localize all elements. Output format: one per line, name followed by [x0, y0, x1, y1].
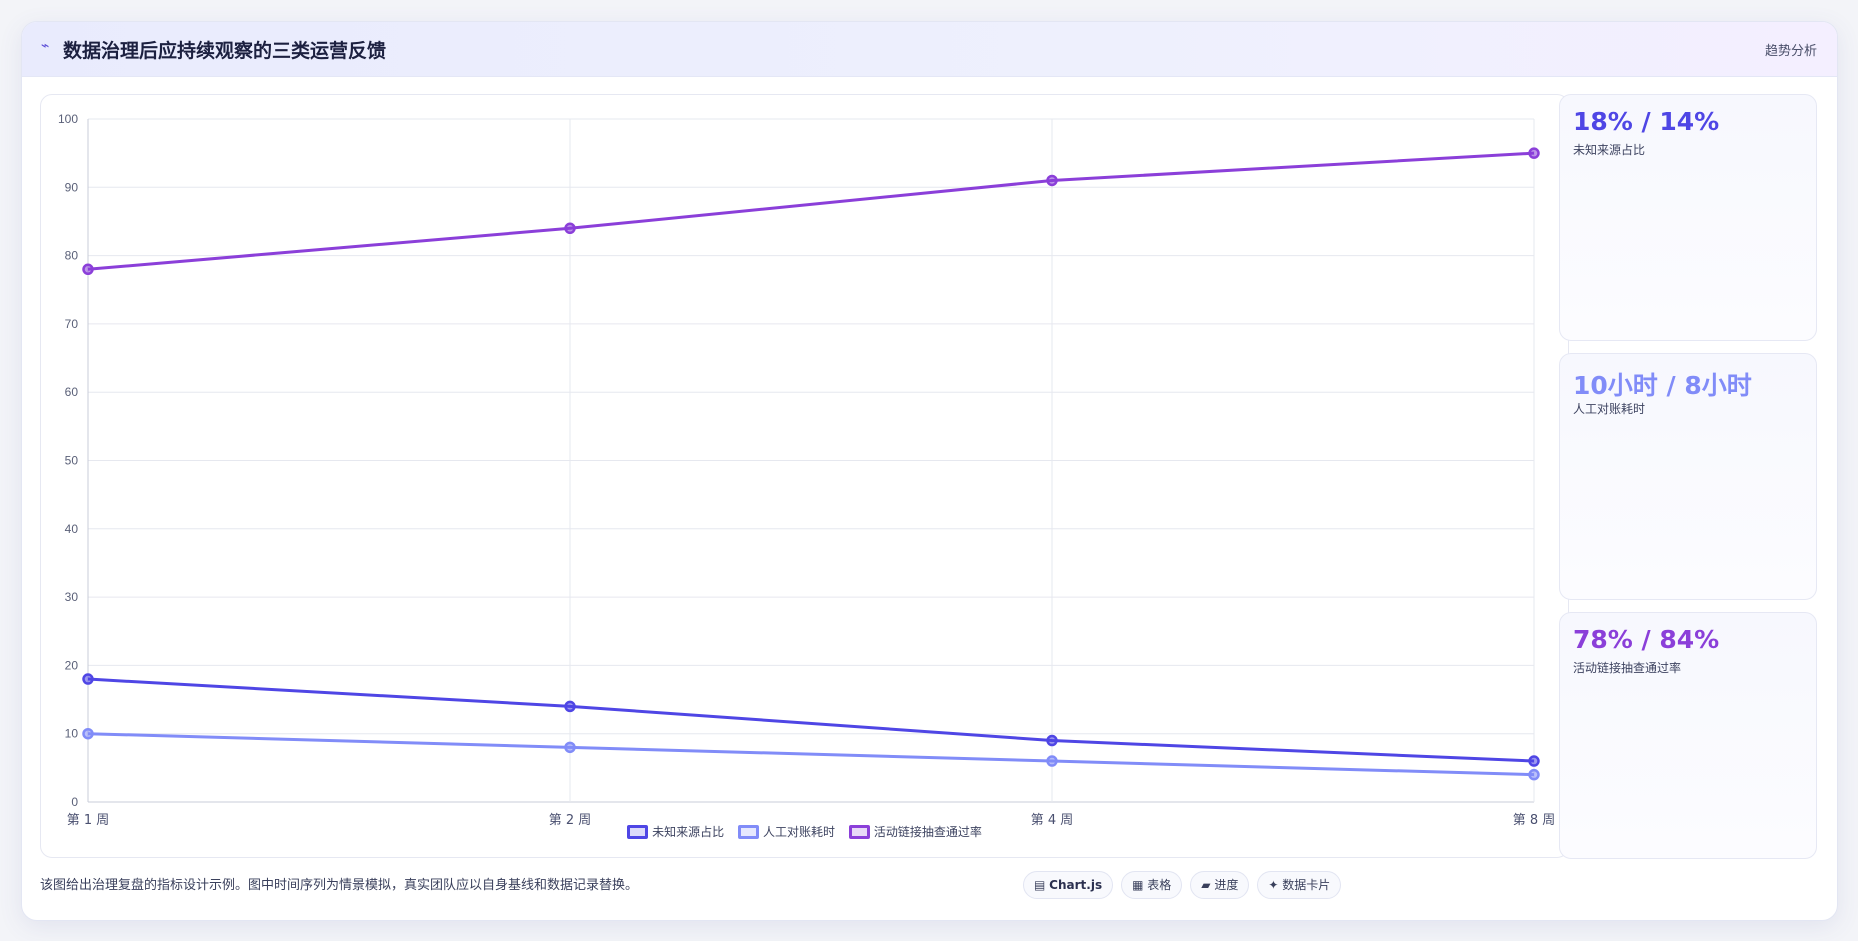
- series-line-1: [87, 677, 1535, 763]
- table-icon: ▦: [1132, 878, 1144, 892]
- x-tick-label: 第 4 周: [1031, 813, 1074, 828]
- y-tick-label: 90: [65, 180, 79, 194]
- stat-label: 人工对账耗时: [1573, 402, 1646, 416]
- y-tick-label: 50: [65, 454, 79, 468]
- data-point: [564, 741, 576, 754]
- x-tick-label: 第 1 周: [67, 813, 110, 828]
- chip-chartjs[interactable]: ▤ Chart.js: [1023, 871, 1114, 899]
- y-tick-label: 100: [58, 112, 78, 126]
- x-tick-label: 第 2 周: [549, 813, 592, 828]
- chip-label: Chart.js: [1049, 878, 1103, 892]
- data-point: [564, 700, 576, 713]
- data-point: [1528, 768, 1540, 781]
- y-tick-label: 0: [71, 795, 78, 809]
- data-point: [1046, 174, 1058, 187]
- y-tick-label: 10: [65, 727, 79, 741]
- data-point: [564, 222, 576, 235]
- data-point: [1528, 755, 1540, 767]
- chip-table[interactable]: ▦ 表格: [1121, 871, 1183, 899]
- y-tick-label: 40: [65, 522, 79, 536]
- card-header: ⌁ 数据治理后应持续观察的三类运营反馈 趋势分析: [22, 22, 1837, 77]
- legend-label: 未知来源占比: [652, 825, 725, 839]
- stat-card-link-pass-rate: 78% / 84% 活动链接抽查通过率: [1559, 612, 1817, 859]
- stat-value: 10小时 / 8小时: [1573, 371, 1752, 400]
- stat-label: 活动链接抽查通过率: [1573, 661, 1682, 675]
- chip-label: 进度: [1214, 878, 1239, 892]
- legend-item-manual-reconcile[interactable]: 人工对账耗时: [737, 823, 835, 840]
- stat-label: 未知来源占比: [1573, 143, 1646, 157]
- legend-swatch: [848, 825, 870, 839]
- data-point: [82, 673, 94, 685]
- legend-swatch: [737, 825, 759, 839]
- sparkle-icon: ✦: [1268, 878, 1279, 892]
- series-line-2: [87, 732, 1535, 777]
- stat-value: 18% / 14%: [1573, 107, 1720, 136]
- stat-card-manual-reconcile: 10小时 / 8小时 人工对账耗时: [1559, 353, 1817, 600]
- y-tick-label: 60: [65, 385, 79, 399]
- chip-label: 表格: [1147, 878, 1172, 892]
- data-point: [1528, 147, 1540, 159]
- legend-item-unknown-source[interactable]: 未知来源占比: [627, 823, 724, 840]
- footer-note: 该图给出治理复盘的指标设计示例。图中时间序列为情景模拟，真实团队应以自身基线和数…: [40, 878, 639, 893]
- stat-value: 78% / 84%: [1573, 625, 1720, 654]
- y-tick-label: 80: [65, 249, 79, 263]
- progress-icon: ▰: [1201, 878, 1211, 892]
- trend-line-icon: ⌁: [41, 38, 50, 54]
- series-line-3: [87, 151, 1535, 271]
- data-point: [1046, 755, 1058, 767]
- chart-panel: 0 10 20 30 40 50 60 70 80 90 100 第 1 周 第 2 周 第 4 周 第 8…: [40, 94, 1569, 858]
- chip-label: 数据卡片: [1282, 878, 1331, 892]
- legend-swatch: [627, 825, 649, 839]
- tech-chips: ▤ Chart.js ▦ 表格 ▰ 进度 ✦ 数据卡片: [1023, 871, 1349, 899]
- chart-icon: ▤: [1034, 878, 1046, 892]
- chip-progress[interactable]: ▰ 进度: [1190, 871, 1250, 899]
- legend-label: 人工对账耗时: [762, 825, 835, 839]
- data-point: [82, 263, 94, 276]
- legend-label: 活动链接抽查通过率: [873, 825, 982, 839]
- dashboard-card: ⌁ 数据治理后应持续观察的三类运营反馈 趋势分析 0 10 20 30 40 50 60 70…: [21, 21, 1838, 921]
- line-chart: 0 10 20 30 40 50 60 70 80 90 100 第 1 周 第 2 周 第 4 周 第 8…: [58, 112, 1556, 828]
- chip-data-card[interactable]: ✦ 数据卡片: [1257, 871, 1342, 899]
- y-tick-label: 20: [65, 658, 79, 672]
- data-point: [1046, 734, 1058, 747]
- stat-card-unknown-source: 18% / 14% 未知来源占比: [1559, 94, 1817, 341]
- y-tick-label: 30: [65, 590, 79, 604]
- legend-item-link-pass-rate[interactable]: 活动链接抽查通过率: [848, 823, 982, 840]
- x-tick-label: 第 8 周: [1513, 813, 1556, 828]
- chart-legend: 未知来源占比 人工对账耗时 活动链接抽查通过率: [41, 823, 1568, 840]
- page-title: 数据治理后应持续观察的三类运营反馈: [63, 40, 387, 62]
- data-point: [82, 727, 94, 740]
- y-tick-label: 70: [65, 317, 79, 331]
- trend-analysis-tag: 趋势分析: [1764, 44, 1817, 59]
